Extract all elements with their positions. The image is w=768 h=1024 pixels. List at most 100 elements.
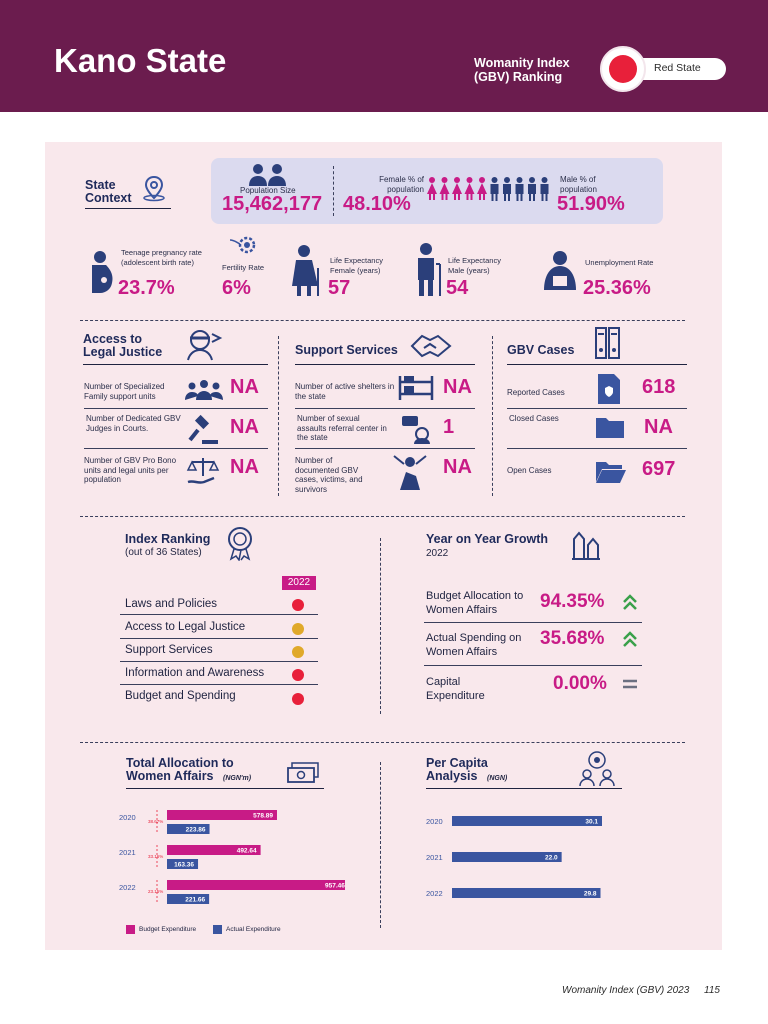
teen-label: Teenage pregnancy rate (adolescent birth… — [121, 248, 202, 267]
ranking-line — [120, 638, 318, 639]
flat-equal-icon — [623, 679, 637, 689]
pc-year-label: 2020 — [426, 817, 443, 826]
ranking-dot-3 — [292, 669, 304, 681]
budget-bar-label: 957.46 — [325, 883, 345, 890]
divider-3 — [80, 742, 685, 743]
alloc-year-label: 2020 — [119, 813, 136, 822]
ranking-row-label: Support Services — [125, 644, 213, 656]
budget-bar — [167, 810, 277, 820]
divider-2 — [80, 516, 685, 517]
actual-bar — [167, 824, 210, 834]
male-body-icon — [503, 184, 511, 201]
ranking-dot-1 — [292, 623, 304, 635]
life-female-value: 57 — [328, 277, 351, 299]
growth-row-label: Capital Expenditure — [426, 676, 485, 702]
state-context-underline — [85, 208, 171, 209]
support-divider-left — [278, 336, 279, 496]
fertility-icon — [229, 236, 256, 254]
legend-actual-swatch — [213, 925, 222, 934]
growth-row-value: 35.68% — [540, 628, 605, 649]
legal-item-2-value: NA — [230, 416, 259, 438]
per-capita-underline — [426, 788, 622, 789]
legal-title: Access to Legal Justice — [83, 332, 163, 359]
handshake-icon — [410, 334, 452, 358]
award-badge-icon — [228, 527, 252, 561]
legal-line-1 — [84, 408, 268, 409]
ranking-dot-2 — [292, 646, 304, 658]
pregnancy-icon — [92, 251, 113, 293]
legal-item-1-value: NA — [230, 376, 259, 398]
female-person-icon — [479, 177, 485, 183]
male-body-icon — [540, 184, 549, 201]
female-label: Female % of population — [379, 175, 424, 194]
pc-year-label: 2022 — [426, 889, 443, 898]
ranking-line — [120, 661, 318, 662]
support-item-3-value: NA — [443, 456, 472, 478]
gbv-item-1-label: Reported Cases — [507, 388, 565, 397]
male-value: 51.90% — [557, 193, 625, 215]
male-person-icon — [504, 177, 510, 183]
legend-budget-swatch — [126, 925, 135, 934]
shelter-bed-icon — [398, 376, 434, 400]
double-up-arrow-icon — [623, 594, 637, 610]
legend-actual-label: Actual Expenditure — [226, 926, 281, 933]
location-pin-icon — [143, 175, 165, 202]
unemployment-icon — [544, 251, 576, 290]
per-capita-bar — [452, 888, 601, 898]
legal-item-3-value: NA — [230, 456, 259, 478]
male-label: Male % of population — [560, 175, 597, 194]
female-body-icon — [464, 183, 475, 200]
per-capita-bar — [452, 816, 602, 826]
pc-year-label: 2021 — [426, 853, 443, 862]
growth-row-value: 0.00% — [553, 673, 607, 694]
population-box — [211, 158, 663, 224]
actual-bar — [167, 894, 210, 904]
legal-underline — [83, 364, 268, 365]
gbv-line-1 — [507, 408, 687, 409]
gavel-icon — [188, 414, 218, 444]
per-capita-bar-label: 22.0 — [545, 855, 558, 862]
male-body-icon — [528, 184, 536, 201]
footer-text: Womanity Index (GBV) 2023 — [562, 985, 690, 996]
support-item-1-value: NA — [443, 376, 472, 398]
male-person-icon — [541, 177, 548, 183]
index-ranking-subtitle: (out of 36 States) — [125, 547, 202, 558]
budget-bar-label: 578.89 — [253, 813, 273, 820]
legal-item-1-label: Number of Specialized Family support uni… — [84, 382, 165, 401]
state-name: Kano State — [54, 42, 227, 79]
state-context-title: State Context — [85, 178, 132, 205]
ranking-line — [120, 614, 318, 615]
gbv-title: GBV Cases — [507, 343, 575, 357]
gbv-item-3-value: 697 — [642, 458, 676, 480]
ranking-dot-0 — [292, 599, 304, 611]
gbv-line-2 — [507, 448, 687, 449]
fertility-value: 6% — [222, 277, 251, 299]
alloc-pct-label: 38.67% — [148, 819, 163, 824]
alloc-pct-label: 33.16% — [148, 854, 163, 859]
gbv-underline — [507, 364, 687, 365]
teen-value: 23.7% — [118, 277, 175, 299]
support-line-1 — [295, 408, 475, 409]
female-value: 48.10% — [343, 193, 411, 215]
female-body-icon — [477, 183, 487, 200]
chart-divider — [380, 762, 381, 928]
double-up-arrow-icon — [623, 631, 637, 647]
allocation-underline — [126, 788, 324, 789]
closed-folder-icon — [596, 418, 624, 438]
ranking-row-label: Budget and Spending — [125, 690, 236, 702]
gbv-item-2-label: Closed Cases — [509, 414, 559, 423]
alloc-year-label: 2022 — [119, 883, 136, 892]
female-person-icon — [429, 177, 435, 183]
victim-icon — [393, 455, 427, 490]
allocation-unit: (NGN'm) — [223, 775, 252, 782]
lady-justice-icon — [187, 330, 223, 361]
alloc-year-label: 2021 — [119, 848, 136, 857]
elderly-woman-icon — [292, 245, 319, 296]
support-line-2 — [295, 448, 475, 449]
support-item-2-label: Number of sexual assaults referral cente… — [297, 414, 387, 442]
pop-divider — [333, 166, 334, 216]
growth-row-label: Actual Spending on Women Affairs — [426, 632, 522, 658]
female-body-icon — [439, 183, 450, 200]
per-capita-bar-label: 29.8 — [584, 891, 597, 898]
money-stack-icon — [287, 762, 319, 783]
